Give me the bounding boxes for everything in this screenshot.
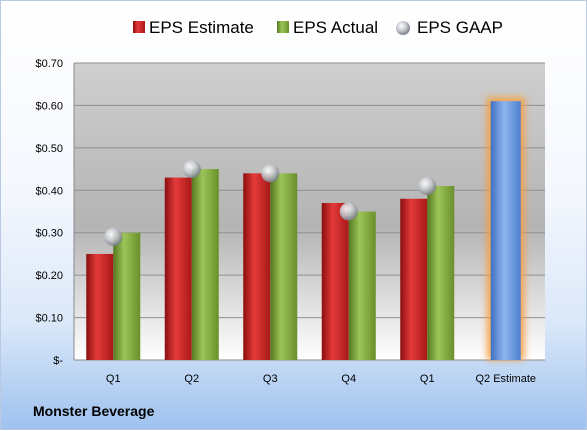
legend-label-actual: EPS Actual: [293, 18, 378, 37]
bars: [86, 97, 525, 360]
y-tick-label: $0.70: [35, 58, 63, 70]
y-tick-label: $0.30: [35, 228, 63, 240]
bar-eps-forecast: [490, 101, 521, 360]
y-tick-label: $0.50: [35, 143, 63, 155]
y-tick-label: $0.20: [35, 270, 63, 282]
company-name: Monster Beverage: [33, 403, 155, 419]
marker-eps-gaap: [104, 227, 123, 246]
legend-swatch-actual: [277, 21, 289, 33]
legend-swatch-estimate: [133, 21, 145, 33]
x-tick-label: Q2 Estimate: [475, 373, 536, 385]
marker-eps-gaap: [261, 164, 280, 183]
bar-eps-estimate: [164, 177, 192, 360]
bar-eps-actual: [427, 186, 455, 360]
bar-eps-estimate: [321, 203, 349, 360]
x-tick-label: Q2: [184, 373, 199, 385]
plot-area: [74, 63, 545, 360]
x-tick-label: Q1: [420, 373, 435, 385]
gaap-markers: [104, 160, 437, 246]
x-tick-label: Q4: [341, 373, 356, 385]
bar-eps-actual: [270, 173, 298, 360]
x-tick-label: Q1: [106, 373, 121, 385]
bar-eps-actual: [191, 169, 219, 360]
legend: EPS Estimate EPS Actual EPS GAAP: [133, 18, 503, 37]
legend-label-estimate: EPS Estimate: [149, 18, 254, 37]
y-tick-label: $0.10: [35, 313, 63, 325]
x-tick-label: Q3: [263, 373, 278, 385]
legend-label-gaap: EPS GAAP: [417, 18, 503, 37]
marker-eps-gaap: [182, 160, 201, 179]
x-axis-ticks: Q1 Q2 Q3 Q4 Q1 Q2 Estimate: [106, 373, 536, 385]
legend-swatch-gaap: [396, 21, 410, 35]
y-tick-label: $0.60: [35, 100, 63, 112]
bar-eps-estimate: [400, 198, 428, 360]
bar-eps-estimate: [86, 253, 114, 360]
bar-eps-actual: [113, 232, 141, 360]
bar-eps-actual: [348, 211, 376, 360]
marker-eps-gaap: [418, 177, 437, 196]
gridlines: [73, 62, 545, 361]
marker-eps-gaap: [339, 202, 358, 221]
bar-eps-estimate: [243, 173, 271, 360]
y-tick-label: $-: [53, 355, 63, 367]
y-axis-ticks: $- $0.10 $0.20 $0.30 $0.40 $0.50 $0.60 $0.70: [35, 58, 63, 367]
y-tick-label: $0.40: [35, 185, 63, 197]
